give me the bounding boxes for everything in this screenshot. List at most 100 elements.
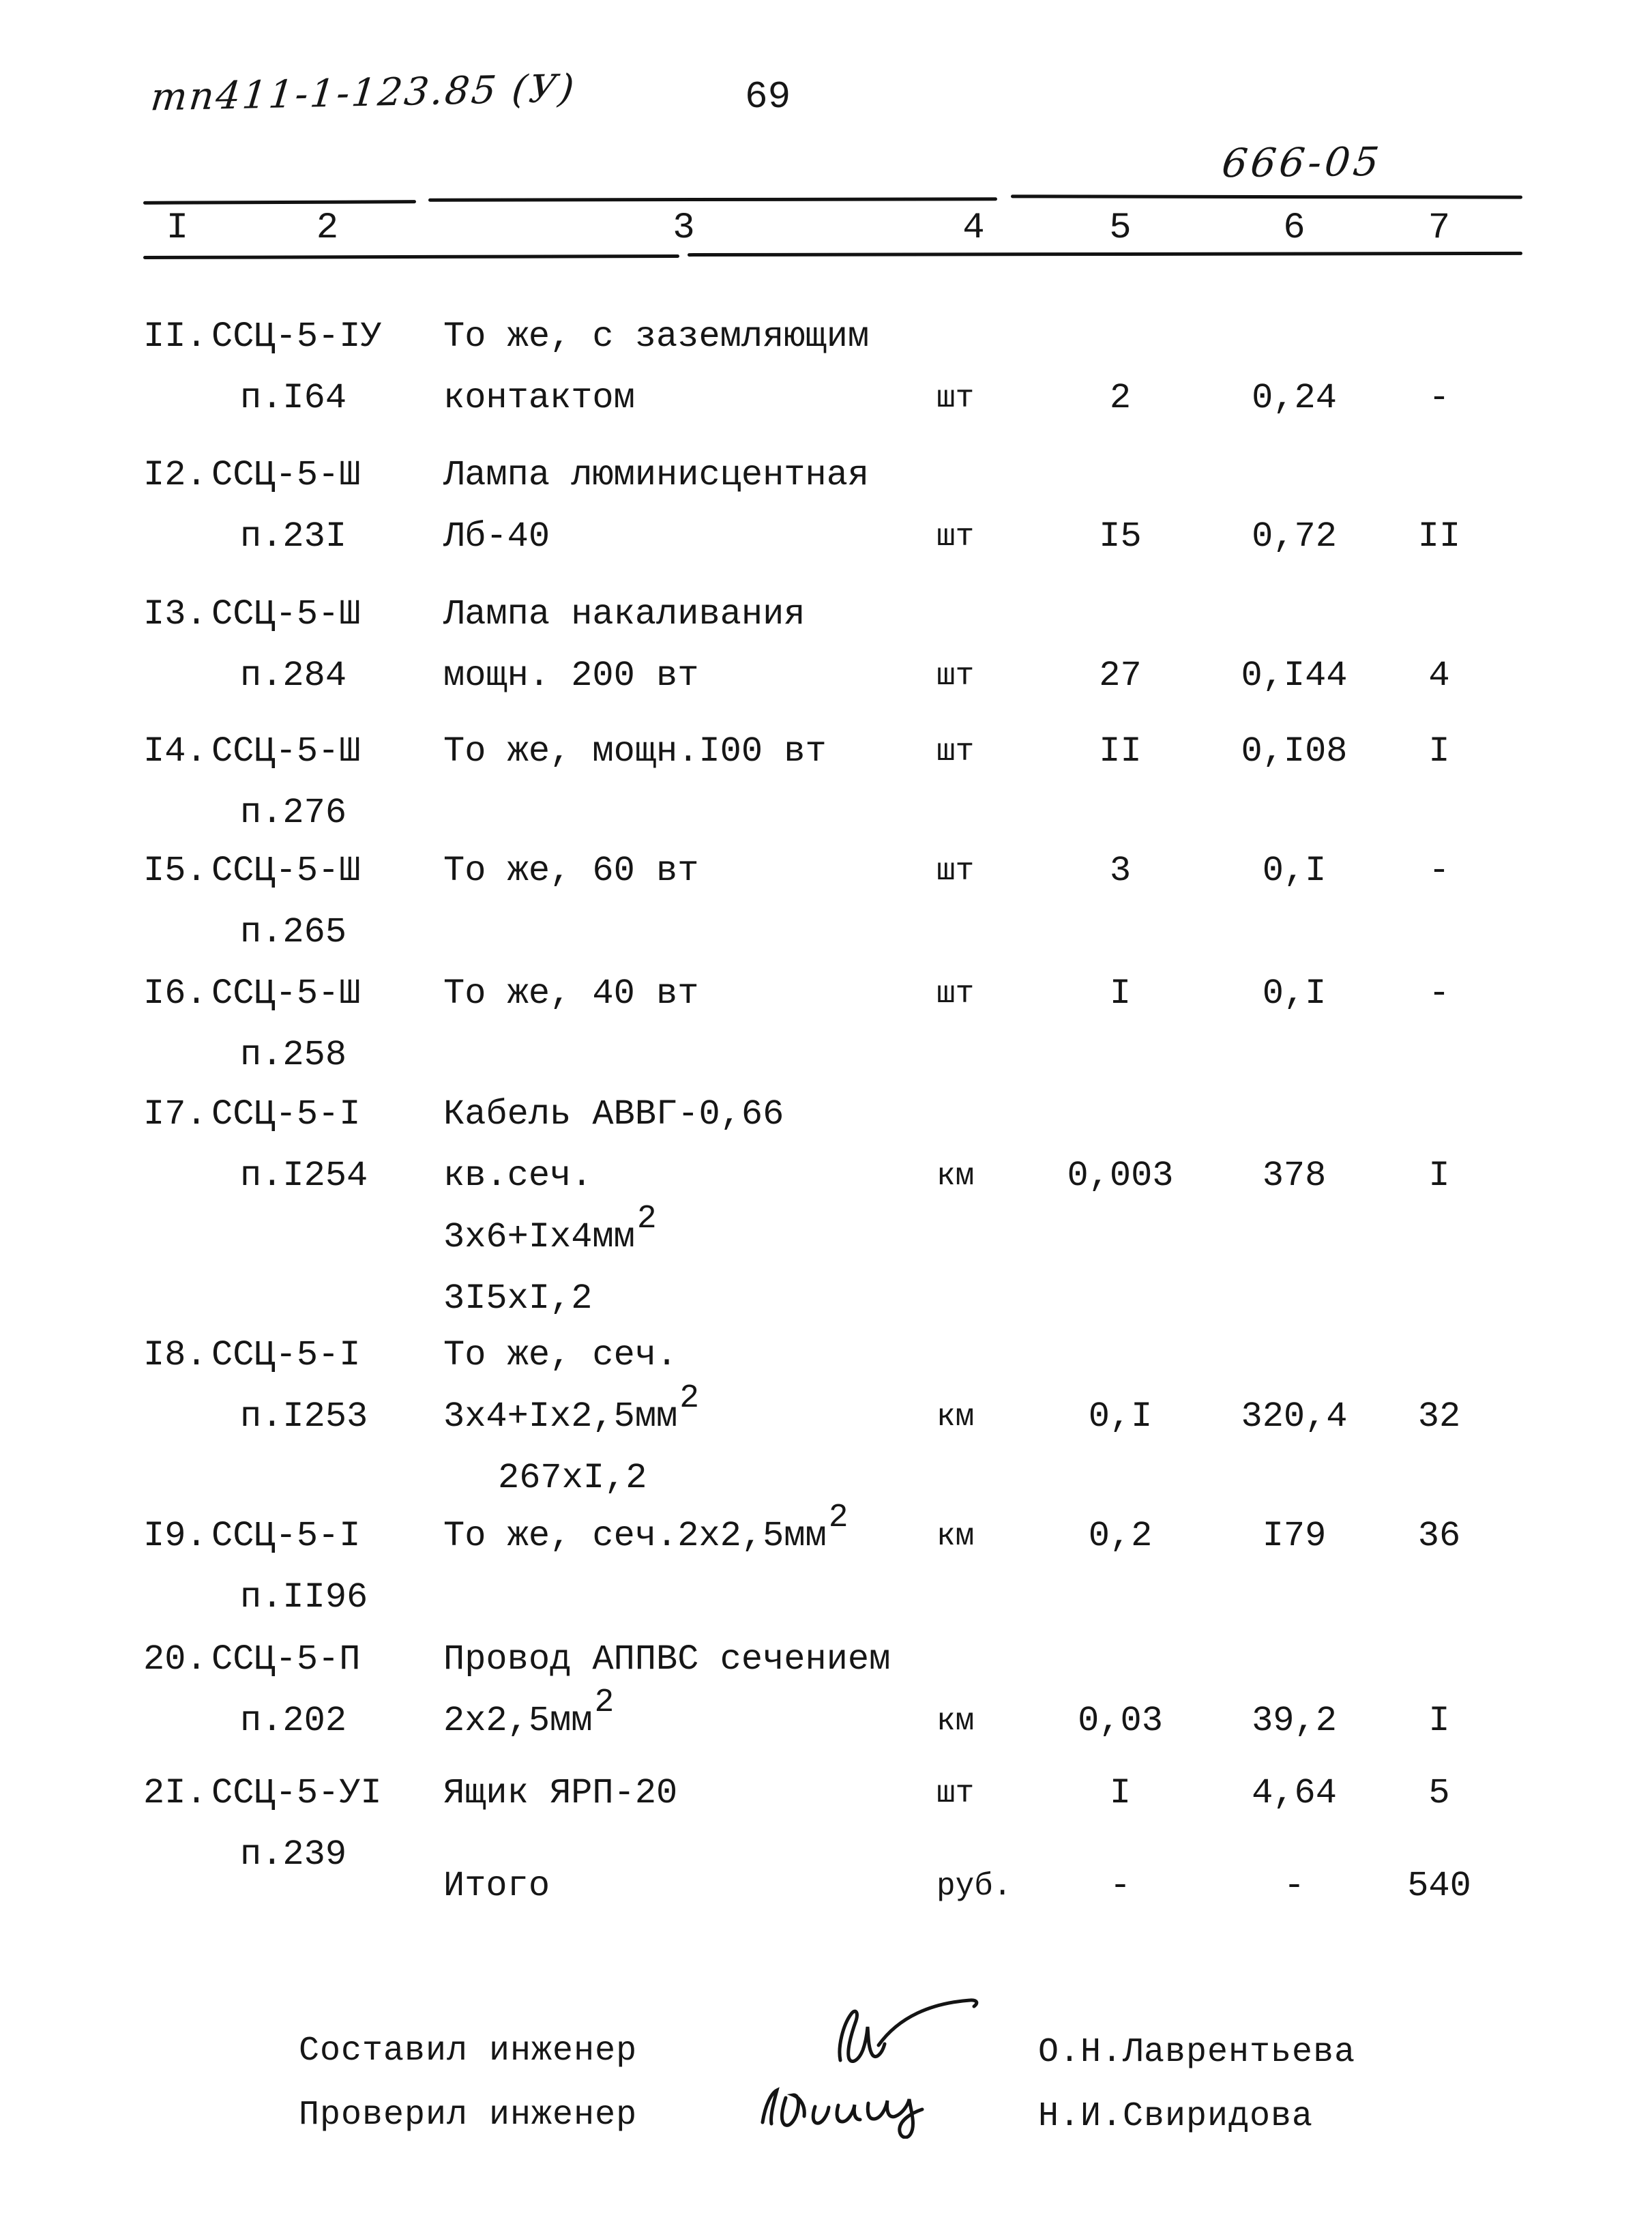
table-row-line: п.284 мощн. 200 вт шт 27 0,I44 4 [143, 649, 1521, 711]
total-price: - [1283, 1866, 1306, 1906]
item-description-text: 3х4+Iх2,5мм [443, 1396, 678, 1437]
item-quantity: 0,2 [1088, 1516, 1153, 1556]
column-header-1: I [166, 207, 189, 249]
item-number: 20. [143, 1639, 207, 1680]
item-description: 2х2,5мм2 [443, 1684, 924, 1749]
item-description: 3I5хI,2 [443, 1272, 924, 1326]
item-col7: I [1428, 1156, 1450, 1196]
item-code: ССЦ-5-Ш [211, 851, 361, 891]
item-subref: п.I64 [240, 378, 347, 418]
item-unit: шт [936, 734, 975, 770]
item-unit: шт [936, 1776, 975, 1811]
item-description-text: То же, 40 вт [443, 974, 699, 1014]
superscript: 2 [828, 1499, 849, 1536]
superscript: 2 [594, 1684, 615, 1721]
item-unit: км [936, 1158, 975, 1194]
table-row: II. ССЦ-5-IУ То же, с заземляющим п.I64 конт… [143, 310, 1521, 433]
item-description: Лб-40 [443, 510, 924, 564]
item-description: 3х6+Iх4мм2 [443, 1201, 924, 1265]
item-code: ССЦ-5-I [211, 1335, 361, 1375]
superscript: 2 [679, 1380, 700, 1417]
item-price: I79 [1262, 1516, 1327, 1556]
item-unit: км [936, 1399, 975, 1435]
total-row-line: Итого руб. - - 540 [143, 1860, 1521, 1921]
table-row: I3. ССЦ-5-Ш Лампа накаливания п.284 мощн. 20… [143, 588, 1521, 711]
item-price: 0,24 [1252, 378, 1337, 418]
item-number: I9. [143, 1516, 207, 1556]
item-subref: п.265 [240, 912, 347, 952]
total-label: Итого [443, 1866, 550, 1906]
item-col7: - [1428, 378, 1450, 418]
table-row: I6. ССЦ-5-Ш То же, 40 вт шт I 0,I - п.258 [143, 967, 1521, 1090]
item-quantity: 3 [1109, 851, 1132, 891]
table-row-line: п.265 [143, 906, 1521, 967]
table-row-line: II. ССЦ-5-IУ То же, с заземляющим [143, 310, 1521, 372]
table-row: I8. ССЦ-5-I То же, сеч. п.I253 3х4+Iх2,5мм2 к… [143, 1329, 1521, 1513]
item-description-text: 3х6+Iх4мм [443, 1217, 635, 1257]
table-row-line: п.I64 контактом шт 2 0,24 - [143, 372, 1521, 433]
item-unit: шт [936, 658, 975, 694]
doc-number: тп411-1-123.85 (У) [148, 66, 578, 120]
item-quantity: 2 [1109, 378, 1132, 418]
item-unit: шт [936, 381, 975, 416]
item-description-text: Провод АППВС сечением [443, 1639, 891, 1680]
item-number: II. [143, 317, 207, 357]
item-quantity: I [1109, 974, 1132, 1014]
item-quantity: 27 [1099, 656, 1142, 696]
item-quantity: II [1099, 731, 1142, 772]
column-header-6: 6 [1283, 207, 1306, 249]
signature-checked [761, 2087, 924, 2139]
item-code: ССЦ-5-УI [211, 1773, 382, 1813]
item-quantity: I5 [1099, 516, 1142, 557]
table-row-line: п.I254 кв.сеч. км 0,003 378 I [143, 1150, 1521, 1211]
table-row-line: п.23I Лб-40 шт I5 0,72 II [143, 510, 1521, 572]
item-description: Лампа накаливания [443, 588, 924, 641]
item-number: I2. [143, 455, 207, 495]
item-description-text: То же, 60 вт [443, 851, 699, 891]
item-col7: - [1428, 974, 1450, 1014]
item-unit: км [936, 1703, 975, 1739]
item-subref: п.II96 [240, 1577, 368, 1618]
item-price: 0,72 [1252, 516, 1337, 557]
item-description-text: Лампа люминисцентная [443, 455, 870, 495]
item-subref: п.284 [240, 656, 347, 696]
table-header-rule [143, 254, 680, 260]
item-col7: I [1428, 731, 1450, 772]
item-quantity: 0,003 [1067, 1156, 1174, 1196]
table-row: 20. ССЦ-5-П Провод АППВС сечением п.202 2х2,… [143, 1633, 1521, 1756]
item-unit: шт [936, 519, 975, 555]
item-price: 378 [1262, 1156, 1327, 1196]
item-description-text: Ящик ЯРП-20 [443, 1773, 678, 1813]
table-row-line: п.258 [143, 1029, 1521, 1090]
table-row-line: п.276 [143, 787, 1521, 848]
column-header-3: 3 [673, 207, 695, 249]
item-number: I5. [143, 851, 207, 891]
item-code: ССЦ-5-I [211, 1516, 361, 1556]
checked-by-label: Проверил инженер [299, 2096, 638, 2135]
item-description: То же, с заземляющим [443, 310, 924, 364]
table-row-line: I6. ССЦ-5-Ш То же, 40 вт шт I 0,I - [143, 967, 1521, 1029]
table-row: 2I. ССЦ-5-УI Ящик ЯРП-20 шт I 4,64 5 п.239 [143, 1767, 1521, 1890]
item-description-text: Кабель АВВГ-0,66 [443, 1094, 784, 1135]
item-description-text: 267хI,2 [498, 1458, 647, 1498]
table-row-line: 3I5хI,2 [143, 1272, 1521, 1334]
item-description: То же, 40 вт [443, 967, 924, 1021]
item-description-text: То же, мощн.I00 вт [443, 731, 827, 772]
item-col7: 32 [1417, 1396, 1461, 1437]
item-subref: п.276 [240, 793, 347, 833]
item-code: ССЦ-5-П [211, 1639, 361, 1680]
item-subref: п.202 [240, 1701, 347, 1741]
item-description-text: То же, с заземляющим [443, 317, 870, 357]
item-unit: км [936, 1519, 975, 1554]
table-row: I2. ССЦ-5-Ш Лампа люминисцентная п.23I Лб-40… [143, 449, 1521, 572]
item-unit: шт [936, 976, 975, 1012]
table-row-line: 2I. ССЦ-5-УI Ящик ЯРП-20 шт I 4,64 5 [143, 1767, 1521, 1828]
signature-composed [838, 1998, 979, 2063]
table-row-line: 20. ССЦ-5-П Провод АППВС сечением [143, 1633, 1521, 1695]
item-description-text: 2х2,5мм [443, 1701, 593, 1741]
column-header-7: 7 [1428, 207, 1451, 249]
item-description: 267хI,2 [443, 1452, 924, 1505]
item-description: 3х4+Iх2,5мм2 [443, 1380, 924, 1444]
item-price: 0,I [1262, 851, 1327, 891]
table-row-line: I7. ССЦ-5-I Кабель АВВГ-0,66 [143, 1088, 1521, 1150]
